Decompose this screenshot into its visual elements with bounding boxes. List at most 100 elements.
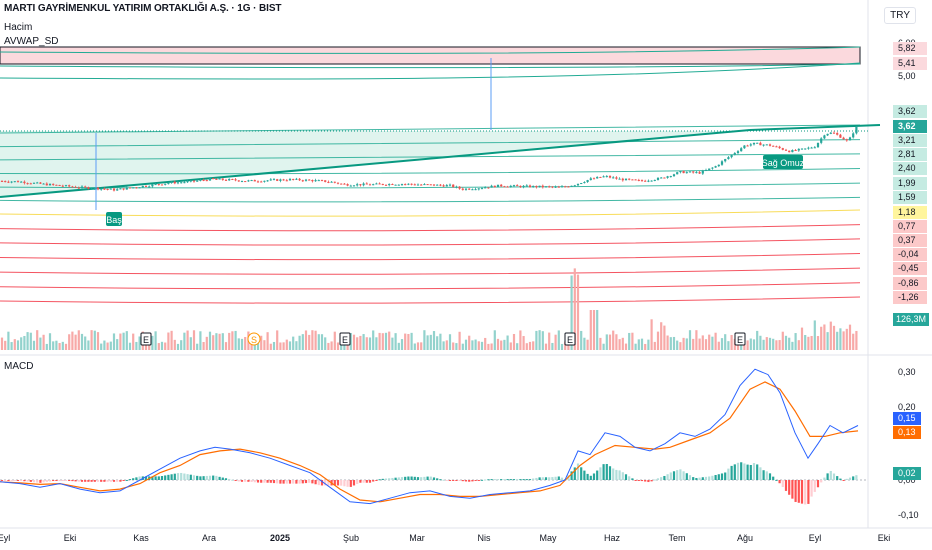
- macd-histogram-bar: [676, 470, 679, 480]
- volume-bar: [650, 319, 653, 350]
- volume-bar: [160, 341, 164, 350]
- candle: [61, 185, 64, 187]
- volume-bar: [538, 330, 541, 350]
- macd-histogram-bar: [426, 476, 429, 480]
- candle: [749, 144, 752, 146]
- candle: [176, 182, 180, 184]
- volume-bar: [807, 336, 810, 350]
- macd-histogram-bar: [189, 474, 192, 480]
- volume-bar: [836, 331, 839, 350]
- volume-bar: [544, 343, 548, 350]
- macd-histogram-bar: [260, 480, 263, 483]
- macd-histogram-bar: [599, 467, 602, 480]
- candle: [234, 179, 237, 181]
- volume-bar: [68, 334, 71, 350]
- macd-histogram-bar: [551, 477, 554, 480]
- volume-bar: [519, 330, 522, 350]
- candle: [829, 132, 832, 134]
- volume-bar: [96, 332, 100, 350]
- candle: [612, 177, 615, 179]
- volume-bar: [279, 342, 282, 350]
- macd-histogram-bar: [269, 480, 272, 483]
- volume-bar: [647, 339, 650, 350]
- candle: [439, 184, 442, 186]
- macd-histogram-bar: [96, 480, 100, 482]
- candle: [631, 179, 634, 181]
- event-marker-label: S: [251, 335, 257, 345]
- upper-band-tag-label: 5,41: [898, 58, 916, 68]
- volume-bar: [58, 343, 61, 350]
- volume-bar: [7, 331, 10, 350]
- indicator-legend[interactable]: AVWAP_SD: [4, 36, 59, 47]
- candle: [394, 184, 397, 186]
- volume-bar: [592, 310, 596, 350]
- volume-bar: [749, 338, 752, 350]
- candle: [528, 185, 532, 188]
- candle: [698, 172, 701, 174]
- volume-legend[interactable]: Hacim: [4, 22, 33, 33]
- upper-band-tag: [893, 57, 927, 70]
- candle: [784, 149, 788, 151]
- upper-band-box: [0, 46, 861, 65]
- macd-histogram-bar: [80, 480, 84, 482]
- macd-histogram-bar: [464, 480, 468, 482]
- macd-histogram-bar: [500, 479, 503, 481]
- volume-bar: [695, 330, 698, 350]
- volume-bar: [704, 339, 708, 350]
- volume-bar: [669, 337, 672, 350]
- macd-histogram-bar: [733, 464, 736, 480]
- candle: [346, 184, 349, 186]
- volume-bar: [324, 337, 327, 350]
- macd-histogram-bar: [212, 475, 215, 480]
- macd-histogram-bar: [87, 480, 90, 482]
- macd-histogram-bar: [256, 480, 260, 483]
- macd-histogram-bar: [640, 480, 644, 482]
- macd-histogram-bar: [160, 476, 164, 480]
- time-tick-label: Ara: [202, 533, 216, 543]
- candle: [564, 186, 567, 188]
- macd-histogram-bar: [215, 475, 218, 480]
- candle: [538, 185, 541, 188]
- macd-histogram-bar: [352, 480, 356, 486]
- volume-bar: [759, 335, 762, 350]
- macd-legend[interactable]: MACD: [4, 361, 34, 372]
- macd-histogram-bar: [301, 480, 304, 484]
- volume-bar: [116, 339, 119, 350]
- candle: [663, 177, 666, 179]
- volume-bar: [708, 334, 711, 350]
- macd-histogram-bar: [829, 470, 832, 480]
- volume-bar: [128, 342, 132, 350]
- macd-histogram-bar: [362, 480, 365, 483]
- macd-histogram-bar: [282, 480, 285, 484]
- macd-histogram-bar: [292, 480, 295, 484]
- macd-histogram-bar: [842, 480, 845, 481]
- volume-bar: [80, 333, 84, 350]
- macd-histogram-bar: [544, 477, 548, 480]
- macd-histogram-bar: [26, 480, 29, 482]
- macd-histogram-bar: [199, 476, 202, 480]
- candle: [340, 183, 343, 185]
- macd-histogram-bar: [740, 462, 743, 480]
- currency-button[interactable]: TRY: [884, 7, 916, 24]
- macd-histogram-bar: [730, 465, 733, 480]
- time-tick-label: 2025: [270, 533, 290, 543]
- macd-histogram-bar: [461, 480, 464, 482]
- volume-bar: [234, 330, 237, 350]
- volume-bar: [586, 339, 589, 350]
- macd-histogram-bar: [183, 473, 186, 480]
- macd-histogram-bar: [490, 479, 493, 481]
- volume-bar: [743, 342, 746, 350]
- macd-histogram-bar: [196, 475, 199, 480]
- candle: [596, 176, 599, 179]
- candle: [109, 188, 112, 190]
- candle: [740, 148, 743, 152]
- candle: [343, 183, 346, 185]
- macd-histogram-bar: [45, 480, 48, 482]
- candle: [618, 178, 621, 180]
- volume-bar: [557, 330, 560, 350]
- band-line: [0, 168, 861, 175]
- macd-histogram-bar: [647, 480, 650, 483]
- volume-bar: [813, 320, 816, 350]
- candle: [298, 178, 301, 181]
